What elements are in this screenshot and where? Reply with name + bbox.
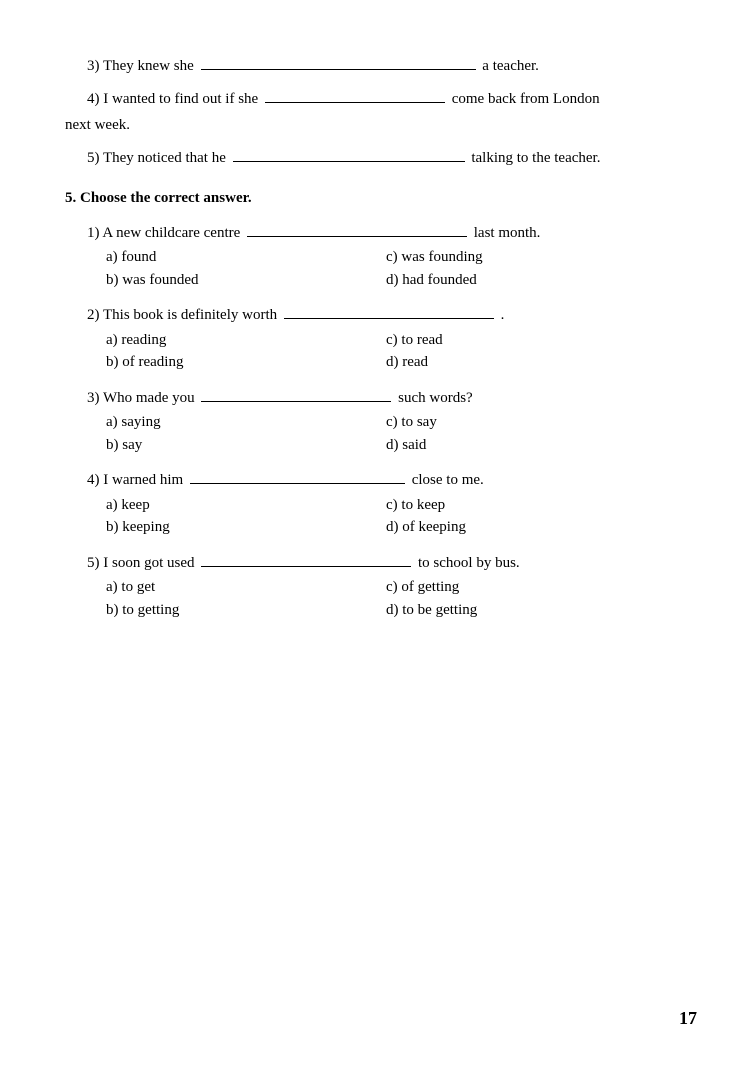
sentence-5-num: 5) <box>87 150 100 166</box>
question-2: 2) This book is definitely worth .a) rea… <box>87 304 695 374</box>
sentence-4-after: come back from London <box>452 91 600 107</box>
question-5-options-row-2: b) to gettingd) to be getting <box>106 599 695 622</box>
question-2-options-row-2: b) of readingd) read <box>106 351 695 374</box>
question-2-stem: 2) This book is definitely worth . <box>87 304 695 327</box>
question-3-option-a[interactable]: a) saying <box>106 411 386 434</box>
question-3-options-row-2: b) sayd) said <box>106 434 695 457</box>
question-1-option-a[interactable]: a) found <box>106 246 386 269</box>
question-4-after: close to me. <box>408 472 484 488</box>
question-4: 4) I warned him close to me.a) keepc) to… <box>87 469 695 539</box>
question-1-num: 1) <box>87 225 102 241</box>
sentence-3-blank[interactable] <box>201 69 476 70</box>
question-1-option-c[interactable]: c) was founding <box>386 246 695 269</box>
question-1-option-b[interactable]: b) was founded <box>106 269 386 292</box>
sentence-4-before: I wanted to find out if she <box>103 91 258 107</box>
question-3-num: 3) <box>87 390 103 406</box>
question-4-options-row-1: a) keepc) to keep <box>106 494 695 517</box>
question-4-option-b[interactable]: b) keeping <box>106 516 386 539</box>
question-5-stem: 5) I soon got used to school by bus. <box>87 552 695 575</box>
question-2-blank[interactable] <box>284 318 494 319</box>
question-4-num: 4) <box>87 472 103 488</box>
question-5-blank[interactable] <box>201 566 411 567</box>
question-3-option-c[interactable]: c) to say <box>386 411 695 434</box>
question-2-options-row-1: a) readingc) to read <box>106 329 695 352</box>
question-3-option-b[interactable]: b) say <box>106 434 386 457</box>
question-3-stem: 3) Who made you such words? <box>87 387 695 410</box>
question-4-option-c[interactable]: c) to keep <box>386 494 695 517</box>
question-1: 1) A new childcare centre last month.a) … <box>87 222 695 292</box>
question-3-before: Who made you <box>103 390 195 406</box>
question-5-num: 5) <box>87 555 103 571</box>
question-2-num: 2) <box>87 307 103 323</box>
question-2-before: This book is definitely worth <box>103 307 277 323</box>
question-4-stem: 4) I warned him close to me. <box>87 469 695 492</box>
question-1-before: A new childcare centre <box>102 225 240 241</box>
question-4-option-d[interactable]: d) of keeping <box>386 516 695 539</box>
question-1-after: last month. <box>470 225 540 241</box>
page-number: 17 <box>679 1005 697 1032</box>
question-3-option-d[interactable]: d) said <box>386 434 695 457</box>
question-1-blank[interactable] <box>247 236 467 237</box>
section-num: 5. <box>65 190 76 206</box>
sentence-4-cont: next week. <box>65 114 695 137</box>
question-1-options-row-1: a) foundc) was founding <box>106 246 695 269</box>
question-5: 5) I soon got used to school by bus.a) t… <box>87 552 695 622</box>
question-4-options-row-2: b) keepingd) of keeping <box>106 516 695 539</box>
sentence-4: 4) I wanted to find out if she come back… <box>65 88 695 111</box>
sentence-4-blank[interactable] <box>265 102 445 103</box>
question-5-after: to school by bus. <box>414 555 519 571</box>
sentence-5-blank[interactable] <box>233 161 465 162</box>
section-title: Choose the correct answer. <box>80 190 252 206</box>
question-5-option-a[interactable]: a) to get <box>106 576 386 599</box>
question-1-option-d[interactable]: d) had founded <box>386 269 695 292</box>
question-3-options-row-1: a) sayingc) to say <box>106 411 695 434</box>
sentence-3-num: 3) <box>87 58 100 74</box>
question-4-before: I warned him <box>103 472 183 488</box>
sentence-4-num: 4) <box>87 91 100 107</box>
question-3-after: such words? <box>394 390 472 406</box>
question-3: 3) Who made you such words?a) sayingc) t… <box>87 387 695 457</box>
question-2-option-b[interactable]: b) of reading <box>106 351 386 374</box>
question-1-options-row-2: b) was foundedd) had founded <box>106 269 695 292</box>
question-5-options-row-1: a) to getc) of getting <box>106 576 695 599</box>
question-4-blank[interactable] <box>190 483 405 484</box>
question-2-after: . <box>497 307 505 323</box>
sentence-5-after: talking to the teacher. <box>471 150 600 166</box>
sentence-5-before: They noticed that he <box>103 150 226 166</box>
question-2-option-a[interactable]: a) reading <box>106 329 386 352</box>
question-5-option-b[interactable]: b) to getting <box>106 599 386 622</box>
question-4-option-a[interactable]: a) keep <box>106 494 386 517</box>
question-2-option-d[interactable]: d) read <box>386 351 695 374</box>
sentence-3: 3) They knew she a teacher. <box>65 55 695 78</box>
sentence-3-before: They knew she <box>103 58 194 74</box>
sentence-3-after: a teacher. <box>482 58 539 74</box>
question-1-stem: 1) A new childcare centre last month. <box>87 222 695 245</box>
question-5-option-d[interactable]: d) to be getting <box>386 599 695 622</box>
section-heading: 5. Choose the correct answer. <box>65 187 695 210</box>
question-2-option-c[interactable]: c) to read <box>386 329 695 352</box>
sentence-5: 5) They noticed that he talking to the t… <box>65 147 695 170</box>
question-5-option-c[interactable]: c) of getting <box>386 576 695 599</box>
question-5-before: I soon got used <box>103 555 194 571</box>
question-3-blank[interactable] <box>201 401 391 402</box>
